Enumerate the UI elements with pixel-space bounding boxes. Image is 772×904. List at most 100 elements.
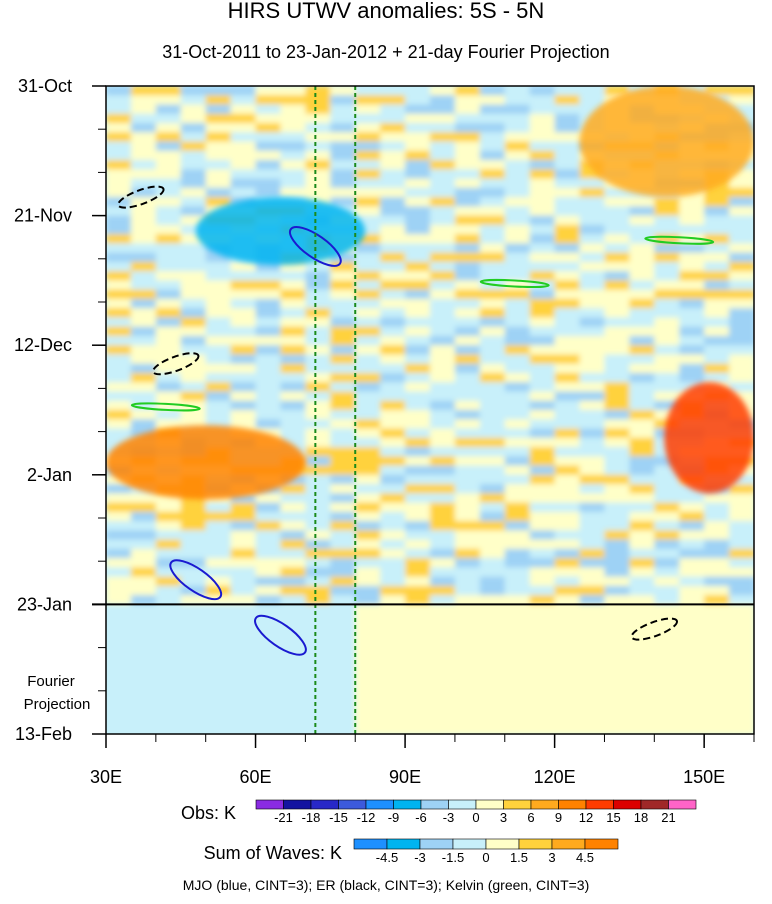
anomaly-cell <box>106 345 132 356</box>
anomaly-cell <box>604 706 631 717</box>
projection-label-line2: Projection <box>24 696 91 713</box>
anomaly-cell <box>305 650 332 661</box>
anomaly-cell <box>604 261 631 273</box>
anomaly-cell <box>106 428 132 439</box>
anomaly-cell <box>355 382 382 393</box>
anomaly-cell <box>430 437 456 449</box>
anomaly-cell <box>704 539 731 550</box>
anomaly-cell <box>430 595 456 606</box>
anomaly-cell <box>479 595 506 606</box>
anomaly-cell <box>430 224 456 236</box>
anomaly-cell <box>554 308 581 319</box>
anomaly-cell <box>529 280 556 291</box>
anomaly-cell <box>679 622 706 634</box>
anomaly-cell <box>205 622 232 634</box>
anomaly-cell <box>554 317 581 328</box>
anomaly-cell <box>130 252 157 263</box>
anomaly-cell <box>255 678 282 689</box>
legend-swatch <box>475 799 504 810</box>
anomaly-cell <box>180 548 207 560</box>
anomaly-cell <box>280 86 307 97</box>
anomaly-cell <box>479 558 506 569</box>
anomaly-cell <box>629 419 656 430</box>
legend-label: 4.5 <box>576 850 594 865</box>
anomaly-cell <box>305 123 332 134</box>
anomaly-cell <box>430 400 456 411</box>
anomaly-cell <box>330 150 357 162</box>
anomaly-cell <box>479 104 506 115</box>
anomaly-cell <box>405 197 431 208</box>
anomaly-cell <box>255 298 282 310</box>
kelvin-contour <box>130 402 201 412</box>
anomaly-cell <box>305 437 332 449</box>
anomaly-cell <box>479 206 506 217</box>
anomaly-cell <box>330 289 357 300</box>
anomaly-cell <box>255 659 282 671</box>
anomaly-cell <box>180 308 207 319</box>
anomaly-cell <box>130 530 157 541</box>
anomaly-cell <box>629 724 656 734</box>
anomaly-cell <box>704 511 731 523</box>
anomaly-cell <box>430 206 456 217</box>
anomaly-cell <box>629 511 656 523</box>
anomaly-cell <box>380 613 407 624</box>
anomaly-cell <box>679 539 706 550</box>
anomaly-cell <box>529 530 556 541</box>
anomaly-cell <box>679 632 706 643</box>
anomaly-cell <box>629 548 656 560</box>
anomaly-cell <box>430 298 456 310</box>
anomaly-cell <box>155 234 182 245</box>
anomaly-cell <box>405 187 431 199</box>
anomaly-cell <box>479 298 506 310</box>
anomaly-cell <box>330 141 357 152</box>
anomaly-cell <box>430 604 456 615</box>
anomaly-cell <box>579 622 606 634</box>
legend-swatch <box>419 838 454 850</box>
anomaly-cell <box>205 280 232 291</box>
y-tick-label: 13-Feb <box>15 724 72 744</box>
anomaly-cell <box>330 428 357 439</box>
anomaly-cell <box>430 354 456 365</box>
anomaly-cell <box>106 558 132 569</box>
anomaly-cell <box>554 326 581 337</box>
anomaly-cell <box>255 622 282 634</box>
anomaly-cell <box>554 502 581 513</box>
anomaly-cell <box>230 419 257 430</box>
anomaly-cell <box>579 687 606 698</box>
anomaly-cell <box>430 502 456 513</box>
anomaly-cell <box>479 132 506 143</box>
anomaly-cell <box>454 465 481 476</box>
anomaly-cell <box>255 724 282 734</box>
anomaly-cell <box>729 86 754 97</box>
anomaly-cell <box>155 289 182 300</box>
anomaly-cell <box>305 345 332 356</box>
anomaly-cell <box>330 474 357 486</box>
anomaly-cell <box>106 521 132 532</box>
anomaly-cell <box>529 493 556 504</box>
anomaly-cell <box>305 113 332 125</box>
anomaly-cell <box>679 345 706 356</box>
anomaly-cell <box>604 354 631 365</box>
anomaly-cell <box>280 160 307 171</box>
anomaly-cell <box>130 308 157 319</box>
anomaly-cell <box>504 345 531 356</box>
anomaly-cell <box>430 308 456 319</box>
anomaly-cell <box>554 271 581 282</box>
anomaly-cell <box>430 178 456 189</box>
anomaly-cell <box>654 641 681 652</box>
legend-label: -18 <box>302 810 321 825</box>
anomaly-cell <box>704 502 731 513</box>
anomaly-cell <box>430 696 456 708</box>
anomaly-cell <box>180 391 207 402</box>
anomaly-cell <box>106 317 132 328</box>
anomaly-cell <box>654 271 681 282</box>
anomaly-cell <box>504 511 531 523</box>
anomaly-cell <box>230 113 257 125</box>
anomaly-cell <box>629 715 656 726</box>
anomaly-cell <box>430 382 456 393</box>
anomaly-cell <box>554 113 581 125</box>
anomaly-cell <box>654 261 681 273</box>
legend-label: 18 <box>634 810 648 825</box>
anomaly-cell <box>529 326 556 337</box>
anomaly-cell <box>106 308 132 319</box>
